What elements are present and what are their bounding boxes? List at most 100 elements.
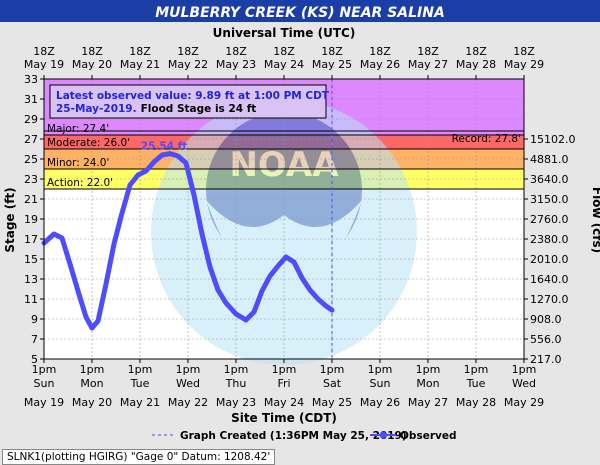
x-tick-date: May 21 <box>120 396 160 409</box>
y-tick-label: 33 <box>24 73 38 86</box>
top-tick-date: May 25 <box>312 58 352 71</box>
x-tick-weekday: Mon <box>416 377 439 390</box>
top-tick-time: 18Z <box>273 45 295 58</box>
top-tick-date: May 21 <box>120 58 160 71</box>
flow-tick-label: 15102.0 <box>530 133 576 146</box>
flow-tick-label: 3640.0 <box>530 173 569 186</box>
flow-tick-label: 2760.0 <box>530 213 569 226</box>
y-tick-label: 9 <box>31 313 38 326</box>
x-tick-weekday: Mon <box>80 377 103 390</box>
x-tick-weekday: Wed <box>176 377 200 390</box>
flow-tick-label: 3150.0 <box>530 193 569 206</box>
axis-ticks: 5 7 9 11 13 15 17 19 21 23 25 27 29 31 33 217.0 556.0 908… <box>24 45 576 409</box>
top-tick-date: May 20 <box>72 58 112 71</box>
y-tick-label: 31 <box>24 93 38 106</box>
top-tick-date: May 27 <box>408 58 448 71</box>
flow-tick-label: 556.0 <box>530 333 562 346</box>
flow-tick-label: 1640.0 <box>530 273 569 286</box>
annotation-line-2: 25-May-2019. Flood Stage is 24 ft <box>56 103 256 115</box>
y-tick-label: 27 <box>24 133 38 146</box>
observed-series: 25.54 ft <box>41 79 335 359</box>
flow-tick-label: 4881.0 <box>530 153 569 166</box>
y2-axis-label: Flow (cfs) <box>590 187 600 253</box>
x-tick-time: 1pm <box>128 363 153 376</box>
annotation-line-1: Latest observed value: 9.89 ft at 1:00 P… <box>56 90 330 102</box>
flood-level-label: Major: 27.4' <box>47 123 109 135</box>
top-tick-date: May 29 <box>504 58 544 71</box>
flood-level-lines: Action: 22.0' Minor: 24.0' Moderate: 26.0'… <box>44 123 524 190</box>
top-tick-date: May 23 <box>216 58 256 71</box>
y-tick-label: 15 <box>24 253 38 266</box>
x-tick-date: May 23 <box>216 396 256 409</box>
x-tick-time: 1pm <box>80 363 105 376</box>
y-tick-label: 11 <box>24 293 38 306</box>
y-tick-label: 23 <box>24 173 38 186</box>
y-tick-label: 21 <box>24 193 38 206</box>
gage-datum-footer: SLNK1(plotting HGIRG) "Gage 0" Datum: 12… <box>2 449 276 465</box>
x-tick-date: May 28 <box>456 396 496 409</box>
top-tick-time: 18Z <box>417 45 439 58</box>
legend-observed-marker <box>379 431 387 439</box>
top-tick-time: 18Z <box>33 45 55 58</box>
flood-level-label: Action: 22.0' <box>47 177 113 189</box>
observed-line <box>41 151 335 331</box>
top-tick-time: 18Z <box>225 45 247 58</box>
x-tick-time: 1pm <box>176 363 201 376</box>
record-level-label: Record: 27.8' <box>452 133 521 145</box>
x-tick-date: May 29 <box>504 396 544 409</box>
x-tick-time: 1pm <box>512 363 537 376</box>
x-tick-date: May 19 <box>24 396 64 409</box>
crest-label: 25.54 ft <box>141 141 187 153</box>
flow-tick-label: 1270.0 <box>530 293 569 306</box>
top-tick-time: 18Z <box>513 45 535 58</box>
x-axis-label: Site Time (CDT) <box>231 411 337 425</box>
flow-tick-label: 2010.0 <box>530 253 569 266</box>
top-tick-time: 18Z <box>177 45 199 58</box>
top-tick-time: 18Z <box>129 45 151 58</box>
annotation-date: 25-May-2019. <box>56 103 137 115</box>
x-tick-time: 1pm <box>32 363 57 376</box>
flow-tick-label: 908.0 <box>530 313 562 326</box>
watermark-text: NOAA <box>229 145 339 185</box>
flood-level-label: Minor: 24.0' <box>47 157 109 169</box>
annotation-box <box>49 84 327 119</box>
x-tick-time: 1pm <box>224 363 249 376</box>
x-tick-date: May 27 <box>408 396 448 409</box>
x-tick-time: 1pm <box>464 363 489 376</box>
x-tick-weekday: Sun <box>34 377 55 390</box>
x-tick-weekday: Tue <box>466 377 486 390</box>
top-tick-time: 18Z <box>321 45 343 58</box>
y-tick-label: 13 <box>24 273 38 286</box>
latest-value-annotation: Latest observed value: 9.89 ft at 1:00 P… <box>49 84 330 119</box>
x-tick-weekday: Thu <box>225 377 247 390</box>
y-tick-label: 25 <box>24 153 38 166</box>
y-tick-label: 29 <box>24 113 38 126</box>
annotation-flood-stage: Flood Stage is 24 ft <box>141 103 257 115</box>
legend: Graph Created (1:36PM May 25, 2019) Obse… <box>152 430 456 442</box>
x-tick-date: May 22 <box>168 396 208 409</box>
top-tick-date: May 28 <box>456 58 496 71</box>
x-tick-time: 1pm <box>368 363 393 376</box>
top-tick-date: May 24 <box>264 58 304 71</box>
x-tick-weekday: Wed <box>512 377 536 390</box>
top-tick-date: May 22 <box>168 58 208 71</box>
x-tick-weekday: Sun <box>370 377 391 390</box>
x-tick-weekday: Fri <box>277 377 290 390</box>
x-tick-weekday: Tue <box>130 377 150 390</box>
x-tick-date: May 24 <box>264 396 304 409</box>
y-axis-label: Stage (ft) <box>3 187 17 252</box>
y-tick-label: 5 <box>31 353 38 366</box>
top-tick-date: May 26 <box>360 58 400 71</box>
x-tick-date: May 26 <box>360 396 400 409</box>
x-tick-time: 1pm <box>416 363 441 376</box>
x-tick-date: May 25 <box>312 396 352 409</box>
chart-title: MULBERRY CREEK (KS) NEAR SALINA <box>155 5 445 21</box>
legend-observed-label: Observed <box>400 430 456 442</box>
top-tick-time: 18Z <box>465 45 487 58</box>
y-tick-label: 19 <box>24 213 38 226</box>
top-tick-date: May 19 <box>24 58 64 71</box>
top-tick-time: 18Z <box>81 45 103 58</box>
top-axis-label: Universal Time (UTC) <box>213 26 356 40</box>
y-tick-label: 17 <box>24 233 38 246</box>
